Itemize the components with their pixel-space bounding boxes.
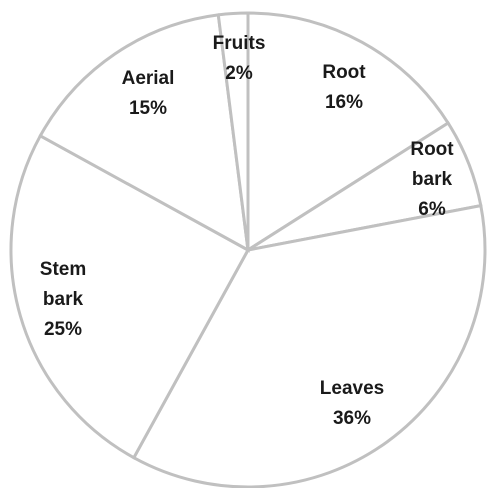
slice-label-line: bark	[43, 289, 84, 310]
slice-label-line: 16%	[325, 92, 363, 113]
pie-slice	[131, 203, 487, 488]
slice-label-line: 6%	[418, 199, 446, 220]
slice-label-line: 36%	[333, 408, 371, 429]
pie-slice	[216, 11, 250, 251]
slice-label-line: 25%	[44, 319, 82, 340]
pie-labels: Root 16% Root bark 6% Leaves 36% Stem bark 25% Aer…	[40, 33, 455, 429]
slice-label-line: Aerial	[122, 68, 175, 89]
slice-label: Stem bark 25%	[40, 259, 86, 340]
slice-label: Leaves 36%	[320, 378, 384, 429]
pie-slice	[38, 13, 250, 253]
slice-label-line: 2%	[225, 63, 253, 84]
pie-slices	[9, 11, 487, 488]
slice-label-line: Root	[322, 62, 366, 83]
slice-label-line: bark	[412, 169, 453, 190]
slice-label: Root 16%	[322, 62, 366, 113]
pie-slice	[246, 11, 451, 253]
slice-label-line: Stem	[40, 259, 86, 280]
slice-label: Fruits 2%	[213, 33, 266, 84]
slice-label-line: Leaves	[320, 378, 384, 399]
slice-label: Aerial 15%	[122, 68, 175, 119]
slice-label-line: Fruits	[213, 33, 266, 54]
slice-label-line: 15%	[129, 98, 167, 119]
slice-label-line: Root	[410, 139, 454, 160]
slice-label: Root bark 6%	[410, 139, 454, 220]
pie-slice	[9, 133, 251, 460]
